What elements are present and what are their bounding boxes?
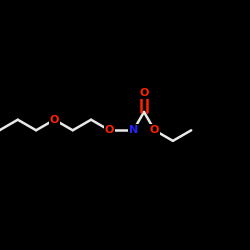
Text: O: O (139, 88, 149, 98)
Text: O: O (50, 115, 59, 125)
Text: N: N (129, 125, 138, 135)
Text: O: O (105, 125, 114, 135)
Text: O: O (150, 125, 159, 135)
